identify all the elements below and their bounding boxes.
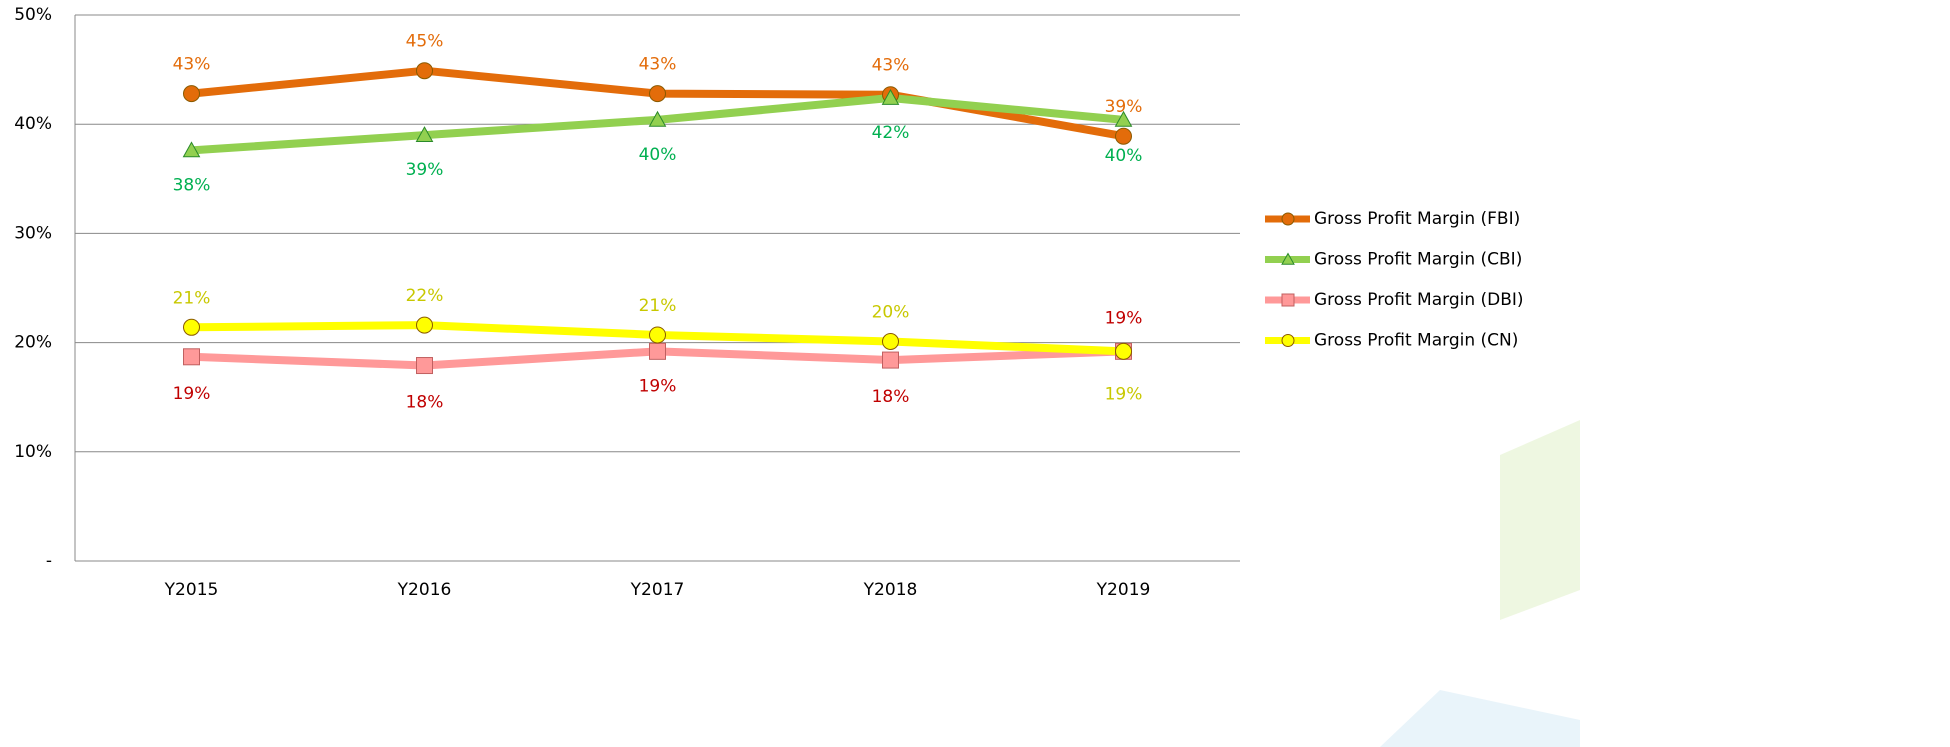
data-label: 43%: [872, 56, 910, 76]
x-tick-label: Y2017: [630, 580, 685, 600]
legend-label: Gross Profit Margin (CN): [1314, 331, 1518, 351]
legend-label: Gross Profit Margin (CBI): [1314, 250, 1522, 270]
data-label: 18%: [872, 387, 910, 407]
data-label: 43%: [639, 55, 677, 75]
marker: [183, 348, 200, 366]
legend-label: Gross Profit Margin (DBI): [1314, 290, 1524, 310]
marker: [1281, 212, 1295, 226]
data-label: 40%: [1105, 146, 1143, 166]
marker: [649, 326, 666, 344]
data-label: 21%: [639, 296, 677, 316]
background-decoration: [1380, 420, 1580, 747]
marker: [882, 351, 899, 369]
data-label: 21%: [173, 288, 211, 308]
marker: [1281, 293, 1295, 307]
marker: [1115, 127, 1132, 145]
data-label: 39%: [1105, 97, 1143, 117]
data-label: 40%: [639, 145, 677, 165]
marker: [183, 85, 200, 103]
marker: [416, 316, 433, 334]
data-label: 19%: [173, 384, 211, 404]
y-tick-label: 50%: [14, 5, 52, 25]
data-label: 39%: [406, 160, 444, 180]
marker: [183, 318, 200, 336]
marker: [649, 342, 666, 360]
marker: [416, 62, 433, 80]
data-label: 20%: [872, 303, 910, 323]
marker: [416, 357, 433, 375]
x-tick-label: Y2018: [863, 580, 918, 600]
y-tick-label: 30%: [14, 223, 52, 243]
data-label: 42%: [872, 123, 910, 143]
y-tick-label: 40%: [14, 114, 52, 134]
data-label: 45%: [406, 32, 444, 52]
marker: [1115, 342, 1132, 360]
marker: [881, 88, 900, 105]
legend-label: Gross Profit Margin (FBI): [1314, 209, 1520, 229]
marker: [415, 126, 434, 143]
data-label: 43%: [173, 55, 211, 75]
data-label: 38%: [173, 175, 211, 195]
data-label: 19%: [639, 376, 677, 396]
y-tick-label: -: [46, 551, 52, 571]
marker: [1114, 110, 1133, 127]
x-tick-label: Y2019: [1096, 580, 1151, 600]
data-label: 19%: [1105, 384, 1143, 404]
x-tick-label: Y2015: [164, 580, 219, 600]
marker: [182, 141, 201, 158]
marker: [1281, 334, 1295, 347]
y-tick-label: 20%: [14, 333, 52, 353]
data-label: 18%: [406, 393, 444, 413]
data-label: 19%: [1105, 308, 1143, 328]
marker: [1281, 252, 1295, 265]
y-tick-label: 10%: [14, 442, 52, 462]
data-label: 22%: [406, 286, 444, 306]
marker: [649, 85, 666, 103]
x-tick-label: Y2016: [397, 580, 452, 600]
marker: [648, 110, 667, 127]
marker: [882, 333, 899, 351]
